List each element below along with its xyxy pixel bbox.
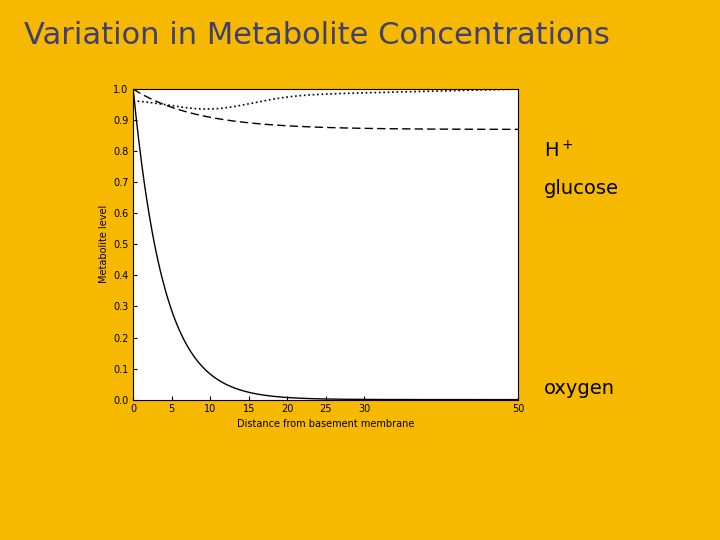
Text: oxygen: oxygen (544, 379, 615, 399)
Text: Variation in Metabolite Concentrations: Variation in Metabolite Concentrations (24, 21, 610, 50)
X-axis label: Distance from basement membrane: Distance from basement membrane (237, 418, 415, 429)
Text: H$^+$: H$^+$ (544, 140, 573, 162)
Y-axis label: Metabolite level: Metabolite level (99, 205, 109, 284)
Text: glucose: glucose (544, 179, 618, 199)
